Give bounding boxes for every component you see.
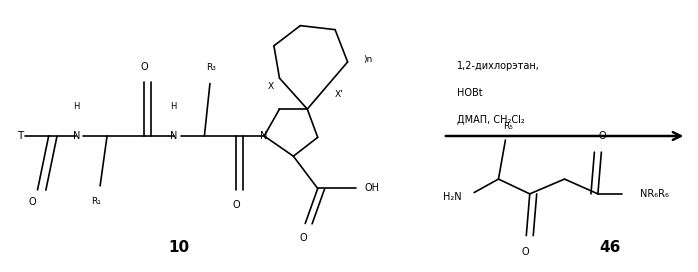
Text: ДМАП, CH₂Cl₂: ДМАП, CH₂Cl₂: [456, 115, 524, 125]
Text: )n: )n: [363, 55, 372, 64]
Text: 46: 46: [599, 240, 621, 255]
Text: R₅: R₅: [503, 122, 513, 131]
Text: R₁: R₁: [91, 197, 101, 206]
Text: H₂N: H₂N: [443, 191, 461, 202]
Text: N: N: [73, 131, 80, 141]
Text: 1,2-дихлорэтан,: 1,2-дихлорэтан,: [456, 61, 540, 71]
Text: O: O: [140, 62, 148, 72]
Text: O: O: [232, 200, 240, 210]
Text: 10: 10: [168, 240, 189, 255]
Text: N: N: [170, 131, 177, 141]
Text: X': X': [334, 90, 343, 99]
Text: O: O: [28, 197, 36, 207]
Text: X: X: [268, 82, 274, 91]
Text: OH: OH: [364, 184, 380, 193]
Text: O: O: [300, 233, 308, 243]
Text: N: N: [260, 131, 268, 141]
Text: H: H: [73, 102, 80, 111]
Text: NR₆R₆: NR₆R₆: [639, 189, 669, 199]
Text: H: H: [170, 102, 177, 111]
Text: O: O: [599, 131, 607, 141]
Text: HOBt: HOBt: [456, 88, 482, 98]
Text: T: T: [17, 131, 23, 141]
Text: R₃: R₃: [207, 63, 216, 72]
Text: O: O: [521, 247, 528, 257]
